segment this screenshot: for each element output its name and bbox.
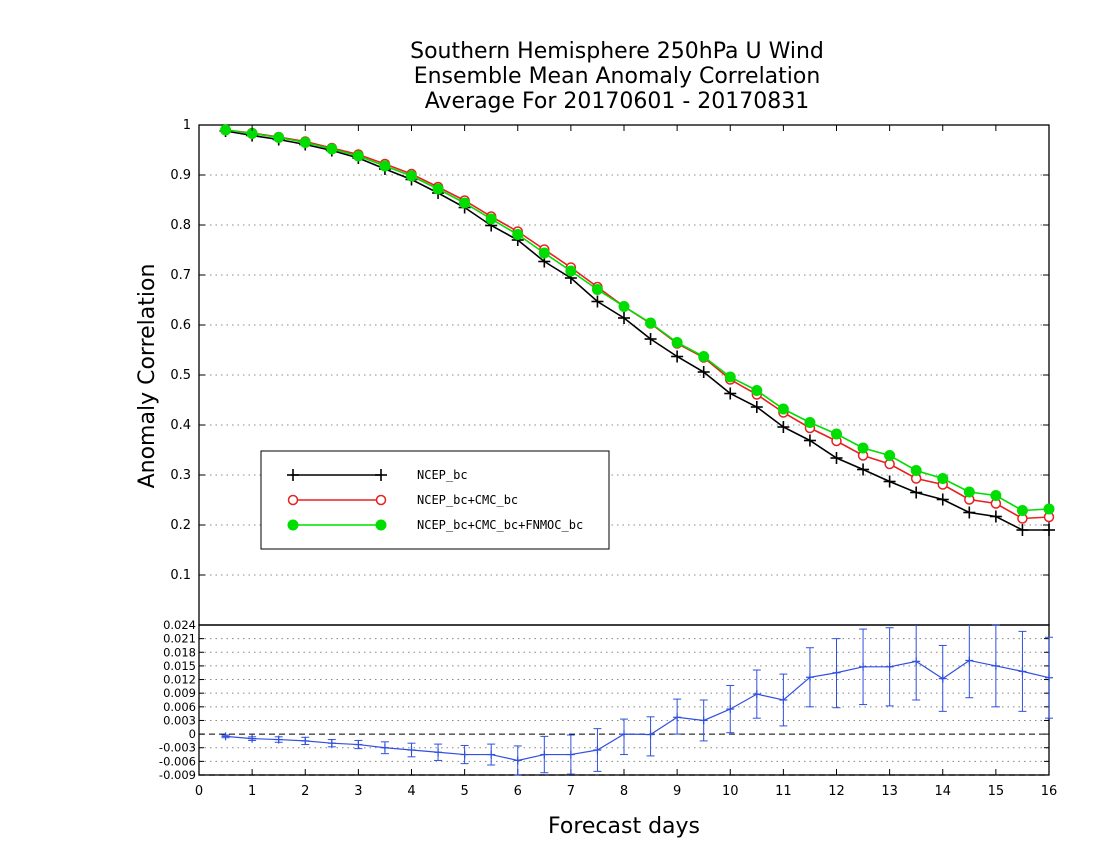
x-tick-label: 16 — [1041, 784, 1058, 799]
y-tick-label: 0.009 — [163, 686, 196, 700]
data-point — [751, 385, 763, 396]
y-tick-label: 0.003 — [163, 713, 196, 727]
data-point — [963, 486, 975, 498]
y-tick-label: 0.012 — [163, 673, 196, 687]
chart-title-line: Average For 20170601 - 20170831 — [425, 89, 810, 114]
data-point — [698, 351, 710, 362]
legend-marker — [375, 519, 387, 531]
data-point — [432, 183, 444, 195]
x-tick-label: 11 — [775, 784, 792, 799]
y-tick-label: 0.7 — [170, 268, 191, 283]
y-axis-label: Anomaly Correlation — [135, 264, 160, 489]
data-point — [910, 465, 922, 476]
y-tick-label: 0.5 — [170, 368, 191, 383]
data-point — [671, 337, 683, 348]
data-point — [512, 229, 524, 240]
y-tick-label: 1 — [183, 118, 191, 133]
data-point — [538, 247, 550, 259]
x-tick-label: 9 — [673, 784, 681, 799]
data-point — [565, 265, 577, 277]
data-point — [379, 160, 391, 172]
main-panel: 0.1 0.2 0.3 0.4 0.5 0.6 0.7 0.8 0.9 1 — [170, 118, 1055, 626]
x-tick-label: 15 — [988, 784, 1005, 799]
x-tick-label: 10 — [722, 784, 739, 799]
legend-marker — [375, 494, 387, 506]
x-tick-label: 7 — [567, 784, 575, 799]
data-point — [645, 317, 657, 329]
y-tick-label: 0.6 — [170, 318, 191, 333]
x-tick-label: 8 — [620, 784, 628, 799]
data-point — [459, 197, 471, 209]
data-point — [273, 132, 285, 143]
difference-panel: -0.009-0.006-0.00300.0030.0060.0090.0120… — [159, 618, 1057, 799]
legend-marker — [287, 494, 299, 506]
y-tick-label: 0.8 — [170, 218, 191, 233]
data-point — [884, 450, 896, 461]
y-tick-label: 0.015 — [163, 659, 196, 673]
data-point — [352, 150, 364, 162]
difference-series — [221, 624, 1053, 776]
series-line — [225, 130, 1049, 531]
legend-marker — [287, 519, 299, 531]
data-point — [1016, 505, 1028, 516]
legend-entry: NCEP_bc — [417, 468, 468, 482]
x-tick-label: 12 — [828, 784, 845, 799]
chart-title-line: Ensemble Mean Anomaly Correlation — [414, 64, 821, 89]
y-tick-label: 0.4 — [170, 418, 191, 433]
y-tick-label: 0.9 — [170, 168, 191, 183]
difference-line — [225, 659, 1050, 762]
x-tick-label: 1 — [248, 784, 256, 799]
data-point — [220, 124, 232, 136]
y-tick-label: 0.3 — [170, 468, 191, 483]
data-point — [857, 442, 869, 454]
data-point — [485, 213, 497, 225]
data-point — [299, 137, 311, 148]
data-point — [406, 170, 417, 182]
data-point — [777, 403, 789, 415]
chart-title-line: Southern Hemisphere 250hPa U Wind — [410, 39, 824, 64]
x-tick-label: 14 — [934, 784, 951, 799]
y-tick-label: 0.1 — [170, 568, 191, 583]
data-point — [831, 428, 842, 440]
y-tick-label: 0.021 — [163, 632, 196, 646]
data-point — [990, 490, 1002, 501]
x-tick-label: 6 — [514, 784, 522, 799]
y-tick-label: -0.009 — [159, 768, 196, 782]
series-NCEP_bc+CMC_bc+FNMOC_bc — [220, 124, 1055, 516]
legend: NCEP_bc NCEP_bc+CMC_bc NCEP_bc+CMC_bc+FNMO… — [260, 450, 610, 550]
data-point — [937, 473, 949, 484]
x-tick-label: 5 — [460, 784, 468, 799]
legend-entry: NCEP_bc+CMC_bc+FNMOC_bc — [417, 518, 583, 532]
y-tick-label: 0.018 — [163, 645, 196, 659]
y-tick-label: -0.003 — [159, 741, 196, 755]
legend-entry: NCEP_bc+CMC_bc — [417, 493, 518, 507]
data-point — [724, 371, 736, 383]
chart-title: Southern Hemisphere 250hPa U WindEnsembl… — [410, 39, 824, 114]
x-tick-label: 3 — [354, 784, 362, 799]
data-point — [804, 417, 816, 428]
data-point — [618, 301, 630, 312]
data-point — [591, 284, 603, 295]
y-tick-label: -0.006 — [159, 754, 196, 768]
y-tick-label: 0.024 — [163, 618, 196, 632]
data-point — [326, 143, 338, 155]
y-tick-label: 0.006 — [163, 700, 196, 714]
x-tick-label: 4 — [407, 784, 415, 799]
x-tick-label: 0 — [195, 784, 203, 799]
x-tick-label: 13 — [881, 784, 898, 799]
x-tick-label: 2 — [301, 784, 309, 799]
y-tick-label: 0.2 — [170, 518, 191, 533]
y-tick-label: 0 — [189, 727, 196, 741]
x-axis-label: Forecast days — [548, 814, 700, 839]
data-point — [1043, 503, 1055, 515]
